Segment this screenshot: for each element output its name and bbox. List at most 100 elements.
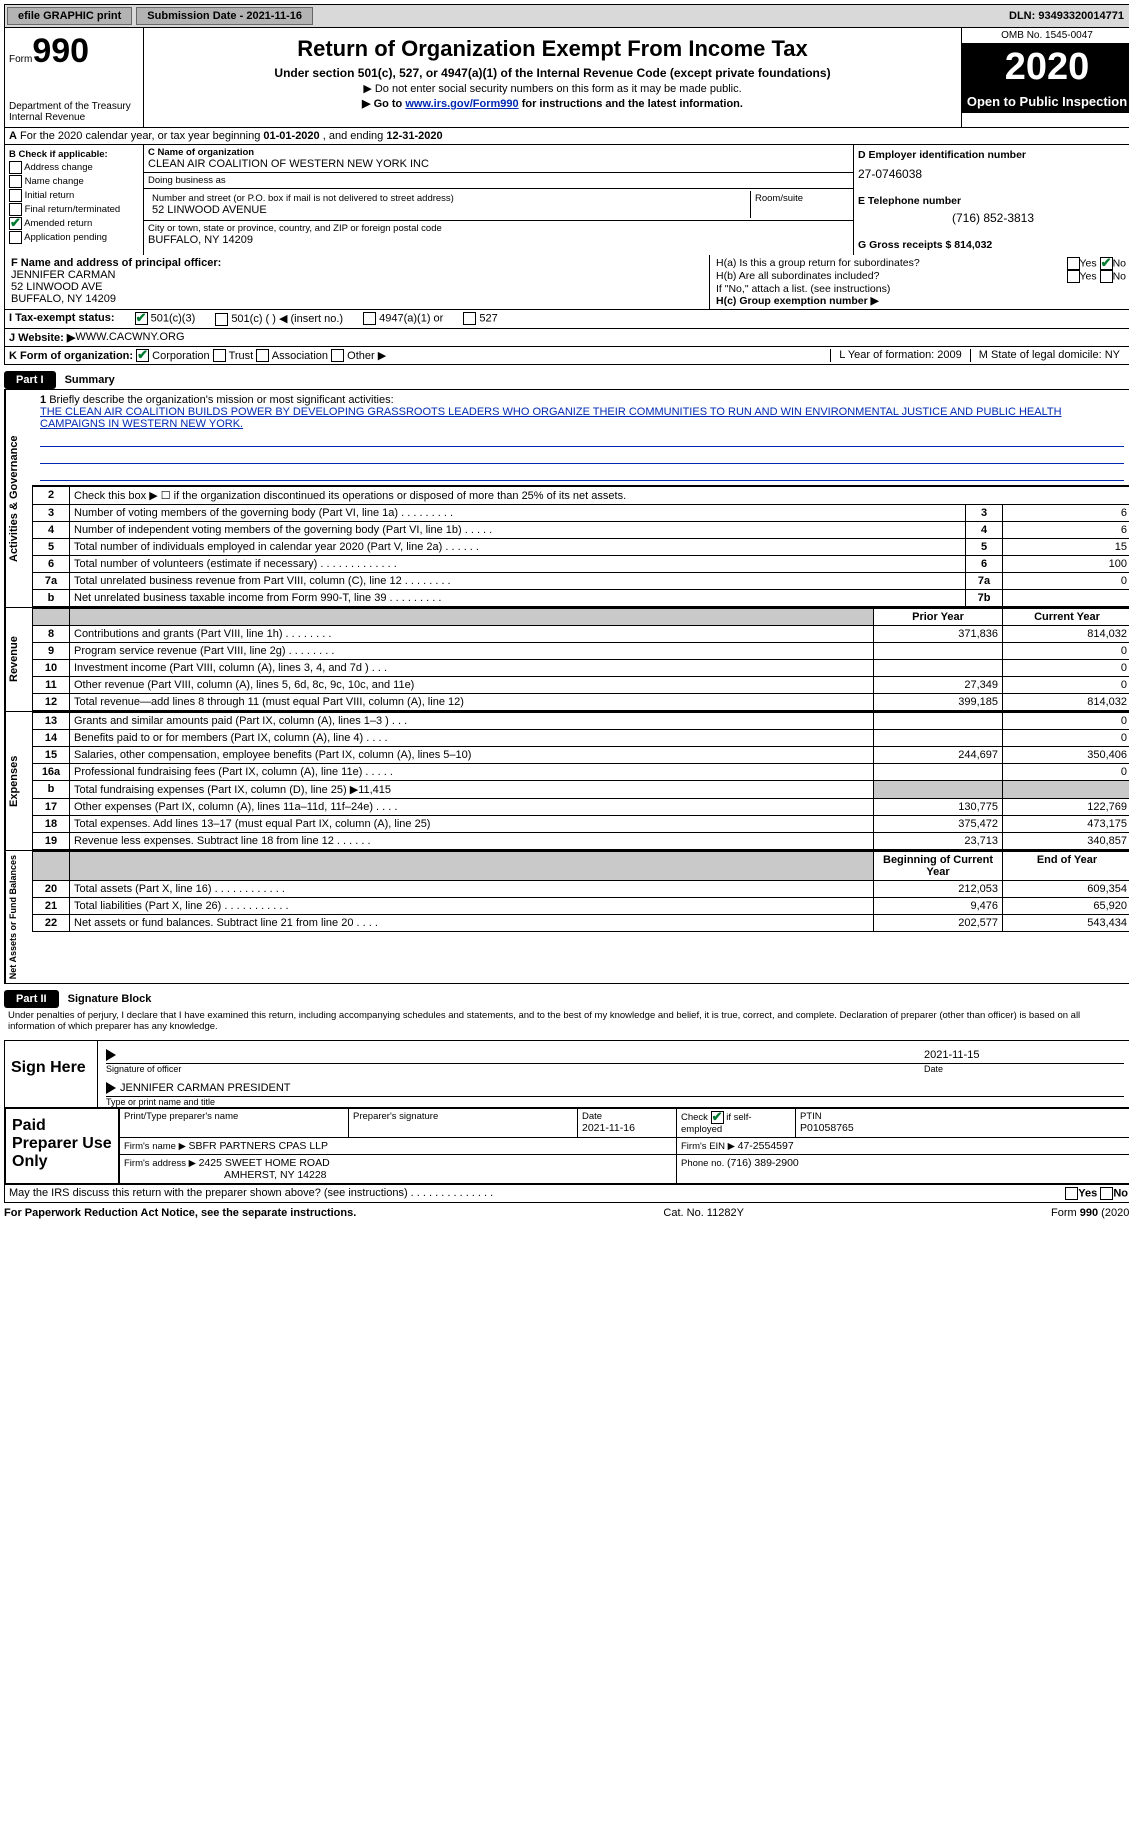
line-number: 12 — [33, 694, 70, 711]
year-begin: 01-01-2020 — [263, 130, 319, 142]
year-end: 12-31-2020 — [386, 130, 442, 142]
chk-address-change[interactable]: Address change — [9, 161, 139, 174]
gross-receipts: G Gross receipts $ 814,032 — [858, 239, 1128, 251]
page-footer: For Paperwork Reduction Act Notice, see … — [4, 1207, 1129, 1219]
line-number: 7a — [33, 573, 70, 590]
prior-year-value — [874, 660, 1003, 677]
table-row: Firm's address ▶ 2425 SWEET HOME ROAD AM… — [120, 1155, 1129, 1184]
opt-527[interactable]: 527 — [463, 312, 497, 326]
line-number: b — [33, 590, 70, 607]
part2-title: Signature Block — [68, 993, 152, 1005]
opt-501c[interactable]: 501(c) ( ) ◀ (insert no.) — [215, 312, 343, 326]
footer-right: Form 990 (2020) — [1051, 1207, 1129, 1219]
table-row: 7a Total unrelated business revenue from… — [33, 573, 1129, 590]
hb-note: If "No," attach a list. (see instruction… — [716, 283, 1126, 295]
line-text: Check this box ▶ ☐ if the organization d… — [70, 487, 1129, 505]
row-klm: K Form of organization: Corporation Trus… — [4, 347, 1129, 366]
sig-officer-label: Signature of officer — [106, 1064, 924, 1074]
line-number: 22 — [33, 915, 70, 932]
current-year-value: 814,032 — [1003, 694, 1129, 711]
line-box: 4 — [966, 522, 1003, 539]
line-text: Total liabilities (Part X, line 26) . . … — [70, 898, 874, 915]
table-row: 14 Benefits paid to or for members (Part… — [33, 730, 1129, 747]
discuss-label: May the IRS discuss this return with the… — [9, 1187, 493, 1200]
opt-other[interactable]: Other ▶ — [331, 350, 386, 362]
blank-line — [40, 466, 1124, 481]
line-text: Total unrelated business revenue from Pa… — [70, 573, 966, 590]
opt-label: Other ▶ — [347, 350, 386, 362]
ein-value: 27-0746038 — [858, 167, 1128, 181]
opt-label: Trust — [229, 350, 254, 362]
dln-value: 93493320014771 — [1038, 10, 1124, 22]
col-head-prior: Beginning of Current Year — [874, 852, 1003, 881]
opt-501c3[interactable]: 501(c)(3) — [135, 312, 196, 326]
mission-block: 1 Briefly describe the organization's mi… — [32, 390, 1129, 486]
form-org-k: K Form of organization: Corporation Trus… — [9, 349, 830, 363]
preparer-table: Print/Type preparer's name Preparer's si… — [119, 1108, 1129, 1184]
form-title: Return of Organization Exempt From Incom… — [152, 36, 953, 62]
efile-print-button[interactable]: efile GRAPHIC print — [7, 7, 132, 25]
revenue-table: Prior Year Current Year8 Contributions a… — [32, 608, 1129, 711]
opt-assoc[interactable]: Association — [256, 350, 328, 362]
side-revenue: Revenue — [5, 608, 32, 711]
line-text: Other revenue (Part VIII, column (A), li… — [70, 677, 874, 694]
triangle-icon — [106, 1082, 116, 1094]
ein-label: D Employer identification number — [858, 149, 1128, 161]
current-year-value: 543,434 — [1003, 915, 1129, 932]
name-title-label: Type or print name and title — [98, 1097, 1129, 1107]
row-i: I Tax-exempt status: 501(c)(3) 501(c) ( … — [4, 310, 1129, 329]
opt-label: 501(c)(3) — [151, 312, 196, 324]
instruction-line-1: ▶ Do not enter social security numbers o… — [152, 82, 953, 95]
firm-phone-label: Phone no. — [681, 1158, 727, 1169]
prior-year-value — [874, 643, 1003, 660]
table-row: b Net unrelated business taxable income … — [33, 590, 1129, 607]
side-expenses: Expenses — [5, 712, 32, 850]
table-row: 18 Total expenses. Add lines 13–17 (must… — [33, 816, 1129, 833]
table-row: 3 Number of voting members of the govern… — [33, 505, 1129, 522]
sign-here-label: Sign Here — [5, 1041, 98, 1107]
sign-date-value: 2021-11-15 — [924, 1049, 1124, 1061]
blank — [33, 609, 70, 626]
chk-amended-return[interactable]: Amended return — [9, 217, 139, 230]
chk-name-change[interactable]: Name change — [9, 175, 139, 188]
expenses-table: 13 Grants and similar amounts paid (Part… — [32, 712, 1129, 850]
chk-application-pending[interactable]: Application pending — [9, 231, 139, 244]
part2-tag: Part II — [4, 990, 59, 1008]
irs-form990-link[interactable]: www.irs.gov/Form990 — [405, 98, 518, 110]
blank — [33, 852, 70, 881]
current-year-value: 0 — [1003, 643, 1129, 660]
line-number: 13 — [33, 713, 70, 730]
no-label: No — [1113, 1188, 1128, 1200]
officer-signature-field[interactable] — [120, 1049, 924, 1061]
col-head-current: Current Year — [1003, 609, 1129, 626]
current-year-value: 0 — [1003, 677, 1129, 694]
tax-exempt-label: I Tax-exempt status: — [9, 312, 115, 326]
chk-initial-return[interactable]: Initial return — [9, 189, 139, 202]
state-domicile: M State of legal domicile: NY — [970, 349, 1128, 363]
header-center: Return of Organization Exempt From Incom… — [144, 28, 962, 127]
col-head-current: End of Year — [1003, 852, 1129, 881]
officer-name: JENNIFER CARMAN — [11, 269, 703, 281]
opt-corp[interactable]: Corporation — [136, 350, 210, 362]
line-text: Contributions and grants (Part VIII, lin… — [70, 626, 874, 643]
chk-final-return[interactable]: Final return/terminated — [9, 203, 139, 216]
line-value: 100 — [1003, 556, 1129, 573]
principal-officer: F Name and address of principal officer:… — [5, 255, 710, 309]
phone-label: E Telephone number — [858, 195, 1128, 207]
line-number: 5 — [33, 539, 70, 556]
gross-label: G Gross receipts $ — [858, 239, 954, 251]
header-right: OMB No. 1545-0047 2020 Open to Public In… — [962, 28, 1129, 127]
side-governance: Activities & Governance — [5, 390, 32, 607]
prep-sig-label: Preparer's signature — [353, 1111, 573, 1122]
hb-label: H(b) Are all subordinates included? — [716, 270, 879, 283]
line-number: 20 — [33, 881, 70, 898]
opt-trust[interactable]: Trust — [213, 350, 254, 362]
row-a-text: For the 2020 calendar year, or tax year … — [20, 130, 263, 142]
line-number: 9 — [33, 643, 70, 660]
yes-label: Yes — [1078, 1188, 1097, 1200]
dba-cell: Doing business as — [144, 173, 853, 189]
line-value: 0 — [1003, 573, 1129, 590]
table-row: 10 Investment income (Part VIII, column … — [33, 660, 1129, 677]
prior-year-value: 9,476 — [874, 898, 1003, 915]
opt-4947[interactable]: 4947(a)(1) or — [363, 312, 443, 326]
